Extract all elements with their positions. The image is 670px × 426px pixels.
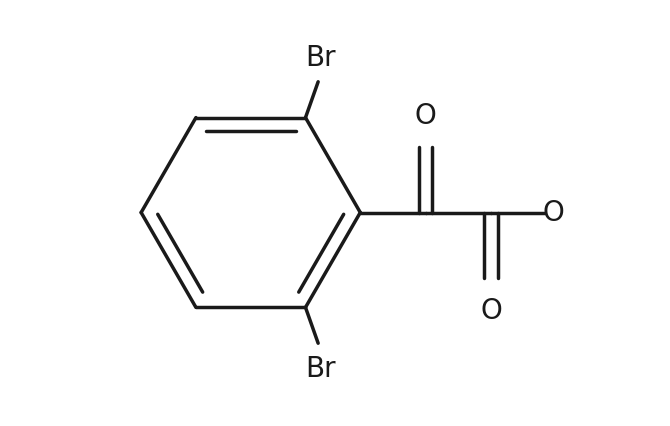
Text: O: O bbox=[480, 296, 502, 324]
Text: Br: Br bbox=[305, 354, 336, 382]
Text: O: O bbox=[542, 199, 564, 227]
Text: O: O bbox=[415, 102, 436, 130]
Text: Br: Br bbox=[305, 44, 336, 72]
